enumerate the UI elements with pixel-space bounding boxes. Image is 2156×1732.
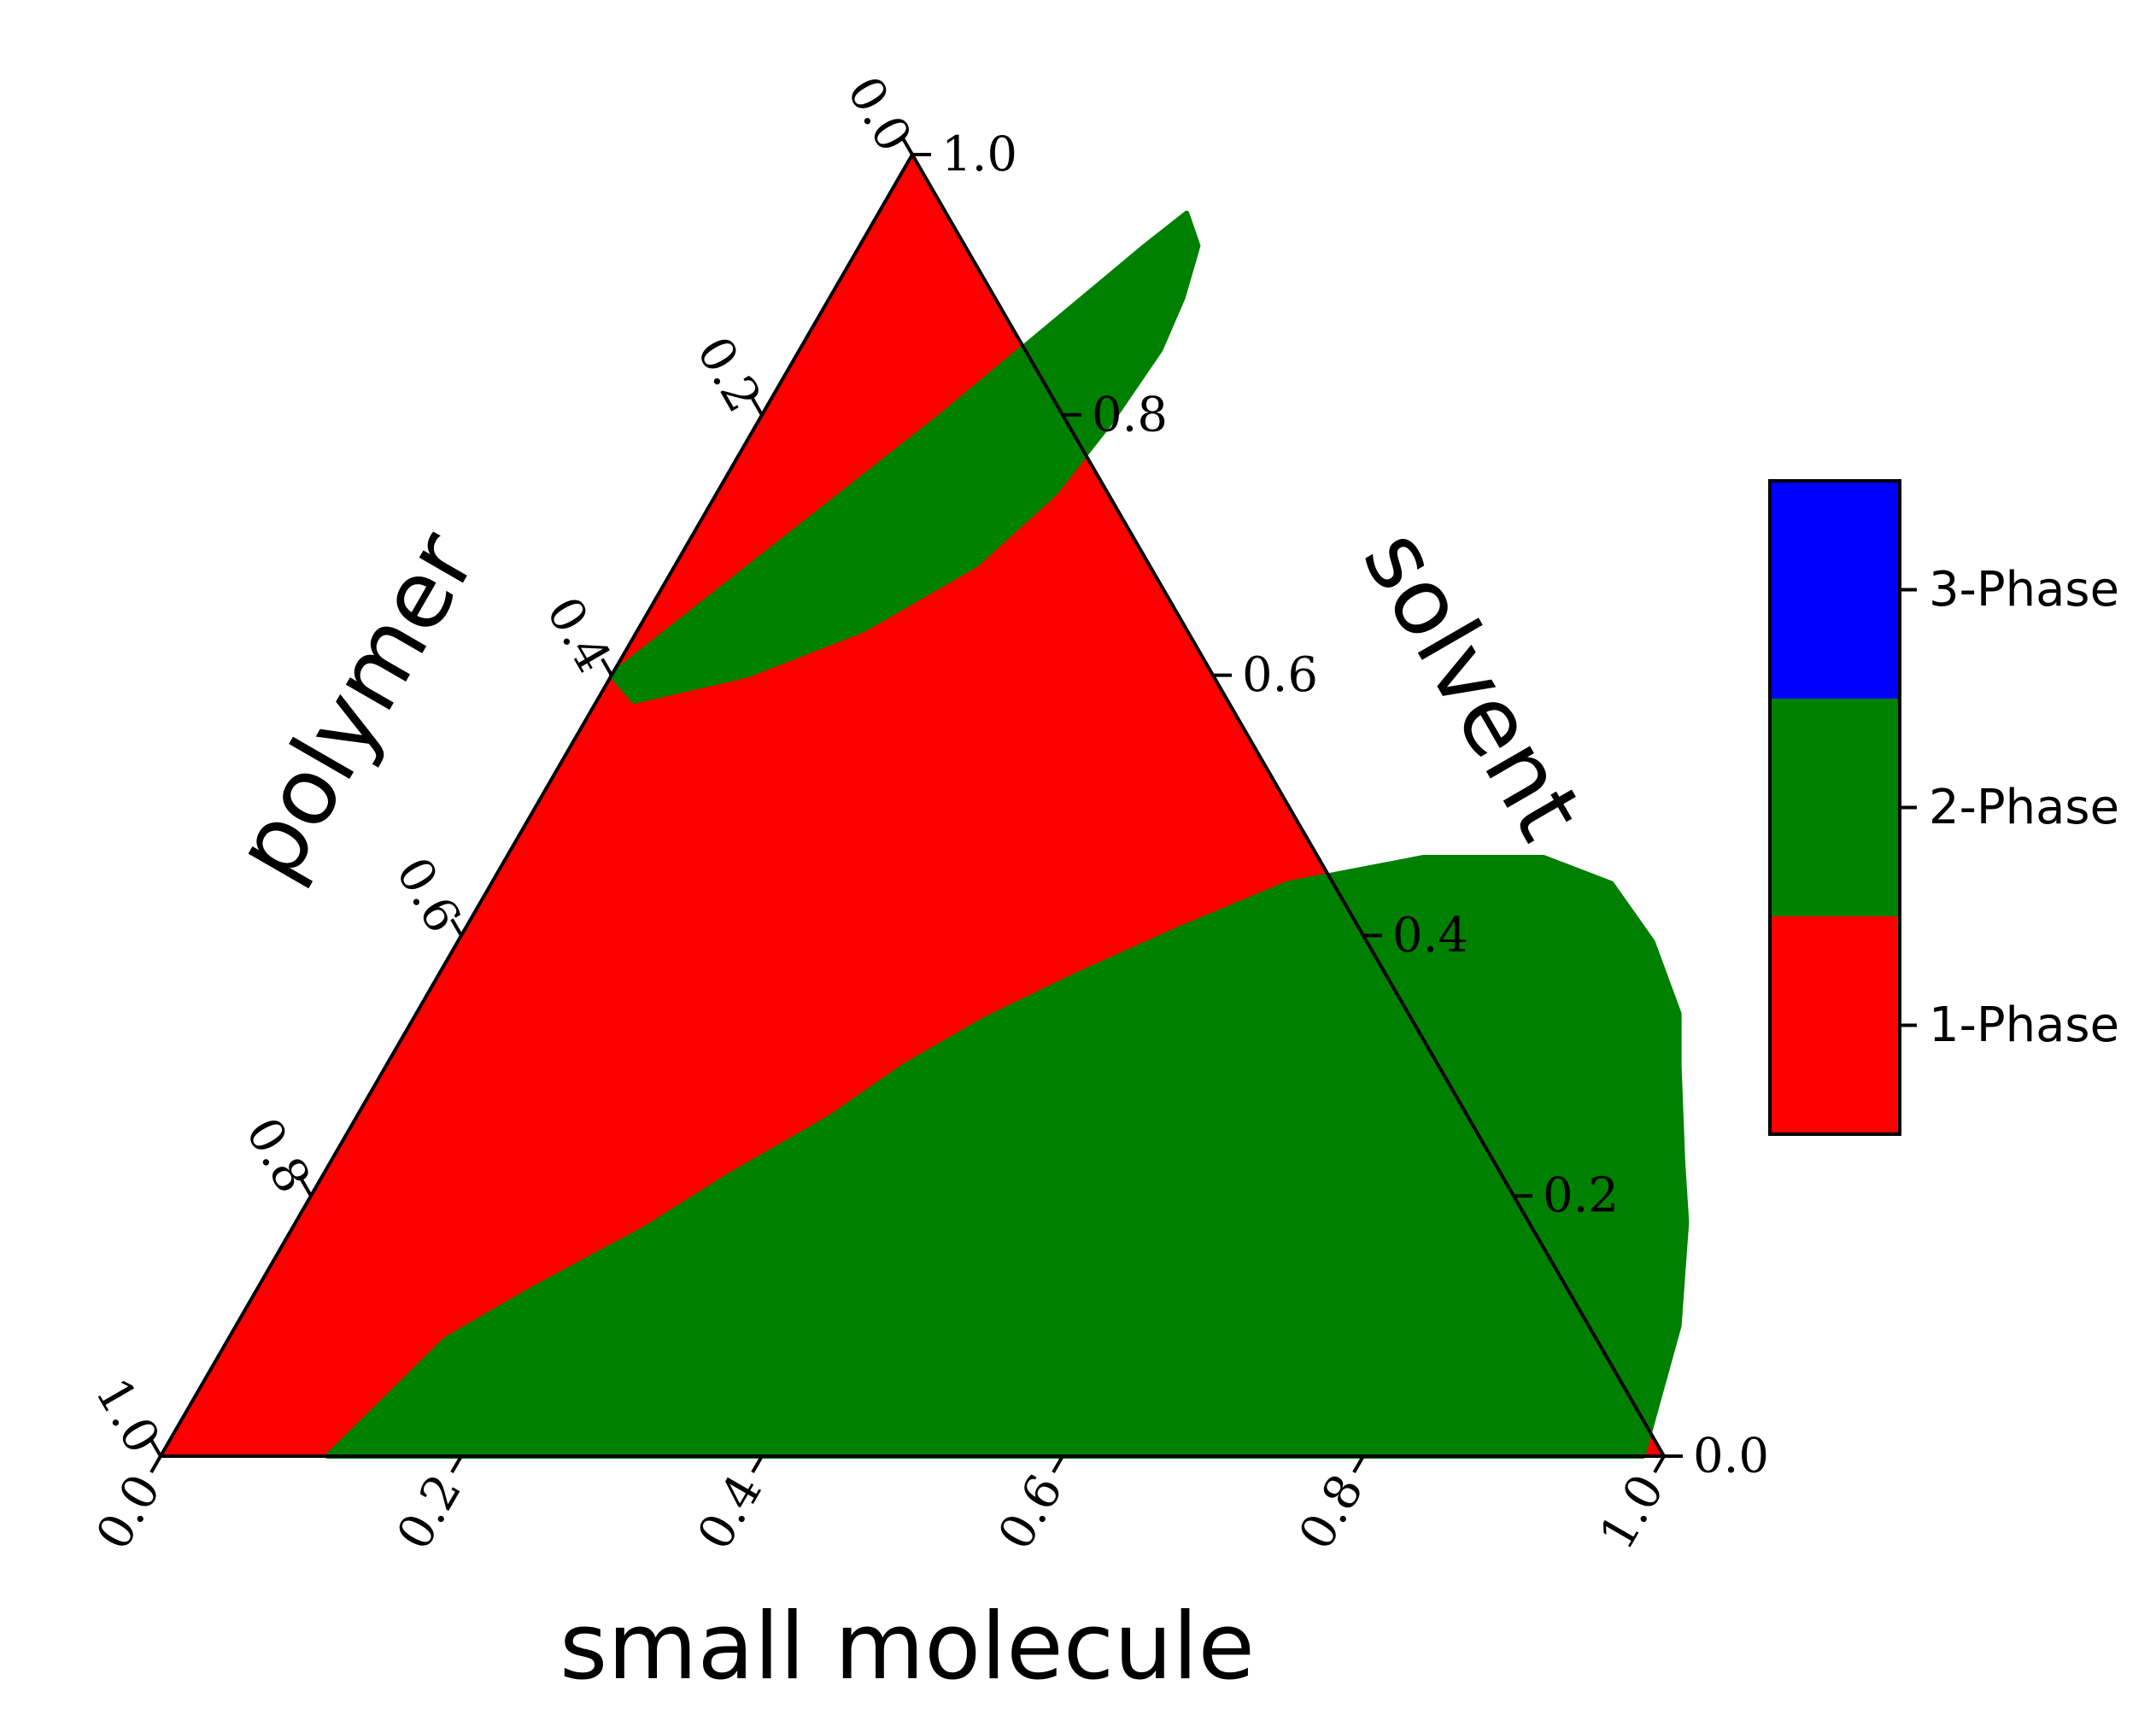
left-tick — [601, 658, 613, 676]
legend-label: 1-Phase — [1929, 998, 2119, 1053]
left-tick — [751, 397, 764, 416]
legend-swatch — [1770, 699, 1900, 916]
right-tick-label: 0.0 — [1693, 1429, 1769, 1484]
bottom-tick-label: 0.8 — [1288, 1466, 1374, 1559]
legend-label: 3-Phase — [1929, 562, 2119, 617]
bottom-tick — [751, 1454, 764, 1474]
left-tick — [450, 918, 463, 937]
two-phase-region-1 — [325, 855, 1690, 1459]
left-tick — [901, 137, 914, 156]
bottom-axis-title: small molecule — [560, 1594, 1255, 1700]
bottom-tick-label: 0.0 — [85, 1466, 172, 1559]
bottom-tick — [1653, 1454, 1666, 1474]
bottom-tick — [1352, 1454, 1365, 1474]
right-tick-label: 0.4 — [1392, 908, 1468, 963]
left-tick — [149, 1438, 162, 1458]
legend-swatch — [1770, 481, 1900, 699]
right-tick-label: 0.8 — [1092, 387, 1168, 442]
left-axis-title: polymer — [214, 514, 497, 897]
left-tick — [300, 1179, 313, 1197]
triangle-outline — [157, 151, 1667, 1458]
legend-frame — [1768, 479, 1901, 1136]
triangle-frame — [157, 151, 1667, 1458]
right-tick-label: 0.2 — [1543, 1168, 1619, 1224]
bottom-tick-label: 0.2 — [386, 1466, 472, 1559]
bottom-tick-label: 1.0 — [1589, 1466, 1675, 1559]
bottom-tick — [450, 1454, 463, 1474]
bottom-tick-label: 0.4 — [687, 1466, 773, 1559]
right-tick-label: 0.6 — [1242, 647, 1318, 703]
bottom-tick — [1052, 1454, 1064, 1474]
phase-legend: 1-Phase 2-Phase 3-Phase — [1768, 479, 2119, 1136]
legend-swatch — [1770, 916, 1900, 1134]
bottom-tick-label: 0.6 — [987, 1466, 1074, 1559]
right-tick-label: 1.0 — [941, 127, 1017, 183]
two-phase-region-2 — [609, 210, 1201, 705]
phase-regions — [161, 155, 1690, 1459]
legend-label: 2-Phase — [1929, 780, 2119, 835]
right-axis-title: solvent — [1342, 512, 1602, 857]
bottom-tick — [149, 1454, 162, 1474]
